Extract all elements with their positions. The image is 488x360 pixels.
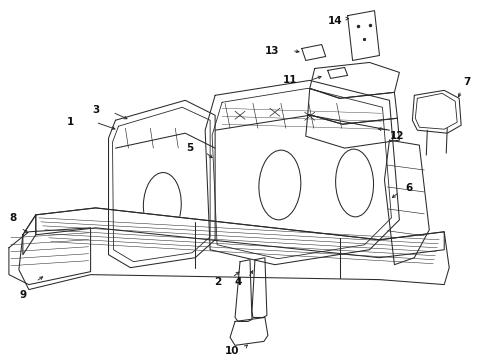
Text: 7: 7 <box>463 77 470 87</box>
Polygon shape <box>205 80 399 265</box>
Polygon shape <box>23 215 36 255</box>
Polygon shape <box>347 11 379 60</box>
Polygon shape <box>305 114 399 148</box>
Polygon shape <box>19 208 448 289</box>
Text: 12: 12 <box>389 131 404 141</box>
Text: 3: 3 <box>92 105 99 115</box>
Text: 13: 13 <box>264 45 279 55</box>
Text: 9: 9 <box>19 289 26 300</box>
Text: 5: 5 <box>186 143 193 153</box>
Polygon shape <box>9 228 90 285</box>
Text: 6: 6 <box>405 183 412 193</box>
Polygon shape <box>251 258 266 318</box>
Text: 10: 10 <box>224 346 239 356</box>
Text: 8: 8 <box>9 213 17 223</box>
Text: 4: 4 <box>234 276 241 287</box>
Text: 11: 11 <box>282 75 297 85</box>
Text: 2: 2 <box>214 276 221 287</box>
Polygon shape <box>235 260 251 321</box>
Polygon shape <box>108 100 215 268</box>
Polygon shape <box>309 62 399 98</box>
Polygon shape <box>307 88 397 124</box>
Polygon shape <box>384 140 428 265</box>
Text: 14: 14 <box>326 15 341 26</box>
Text: 1: 1 <box>67 117 74 127</box>
Polygon shape <box>411 90 460 133</box>
Polygon shape <box>229 318 267 345</box>
